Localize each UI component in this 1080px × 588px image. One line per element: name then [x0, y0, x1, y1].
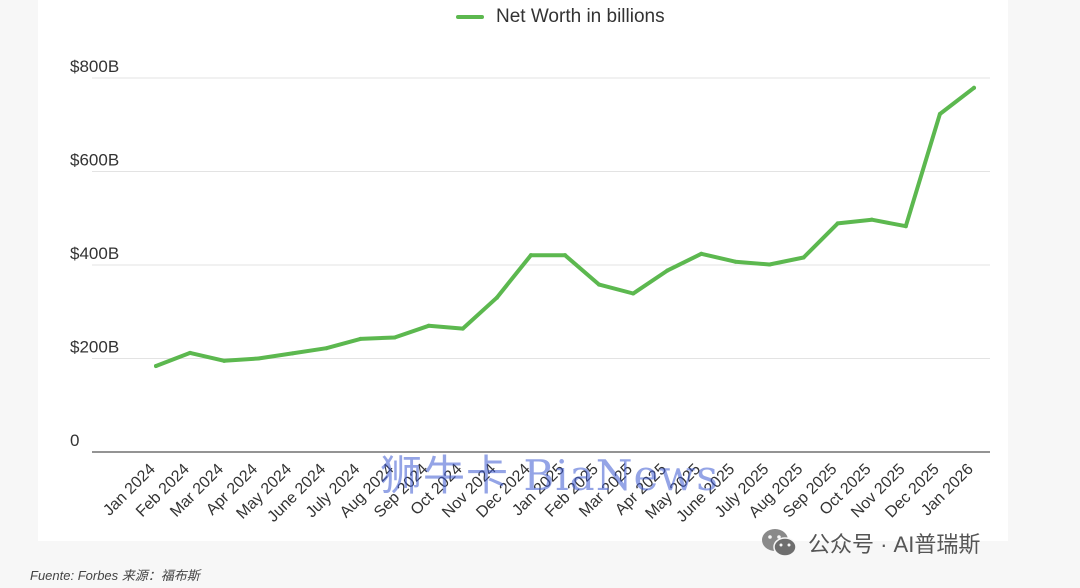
data-point — [222, 358, 227, 363]
wechat-icon — [762, 529, 797, 557]
data-point — [324, 346, 329, 351]
series-line-net-worth — [154, 85, 976, 368]
data-point — [154, 363, 158, 368]
legend-swatch — [456, 15, 484, 19]
source-note: Fuente: Forbes 来源：福布斯 — [30, 568, 200, 583]
data-point — [665, 268, 670, 273]
data-point — [426, 323, 431, 328]
data-point — [563, 253, 567, 258]
data-point — [290, 351, 295, 356]
wechat-watermark: 公众号 · AI普瑞斯 — [760, 527, 980, 559]
watermark-text: 公众号 · AI普瑞斯 — [808, 532, 981, 557]
data-point — [767, 262, 772, 267]
brand-watermark-stamp: 狮牛卡 BiaNews — [380, 451, 719, 500]
data-point — [528, 253, 533, 258]
y-tick-label: $800B — [70, 57, 119, 76]
data-point — [358, 336, 363, 341]
series-layer — [154, 85, 976, 368]
legend-label: Net Worth in billions — [496, 6, 665, 27]
chart-legend: Net Worth in billions — [456, 4, 665, 30]
data-point — [869, 217, 874, 222]
data-point — [256, 356, 261, 361]
y-tick-label: $200B — [70, 338, 119, 357]
data-point — [937, 111, 942, 116]
data-point — [801, 255, 806, 260]
gridlines — [92, 77, 990, 453]
data-point — [392, 335, 397, 340]
y-tick-label: 0 — [70, 431, 79, 450]
data-point — [903, 224, 908, 229]
data-point — [631, 291, 636, 296]
data-point — [733, 259, 738, 264]
data-point — [188, 350, 193, 355]
data-point — [835, 221, 840, 226]
data-point — [460, 326, 465, 331]
data-point — [494, 295, 499, 300]
data-point — [597, 282, 602, 287]
y-tick-label: $400B — [70, 244, 119, 263]
chart-panel: 0 $200B $400B $600B $800B Jan 2024 Feb 2024 Ma… — [38, 0, 1008, 541]
y-axis-tick-labels: 0 $200B $400B $600B $800B — [70, 57, 119, 450]
data-point — [699, 251, 704, 256]
y-tick-label: $600B — [70, 151, 119, 170]
data-point — [972, 85, 976, 90]
